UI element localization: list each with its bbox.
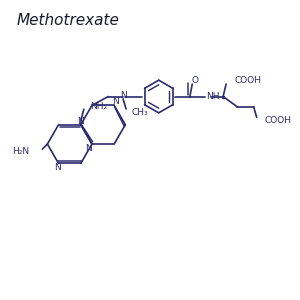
Text: N: N [112,98,119,106]
Text: O: O [191,76,198,85]
Text: N: N [54,164,60,172]
Text: N: N [120,91,127,100]
Text: Methotrexate: Methotrexate [16,14,119,28]
Text: COOH: COOH [234,76,261,85]
Text: H₂N: H₂N [13,147,30,156]
Text: N: N [77,117,84,126]
Text: COOH: COOH [265,116,292,125]
Text: NH: NH [206,92,220,101]
Text: NH₂: NH₂ [90,102,107,111]
Text: CH₃: CH₃ [131,108,148,117]
Text: N: N [85,144,92,153]
